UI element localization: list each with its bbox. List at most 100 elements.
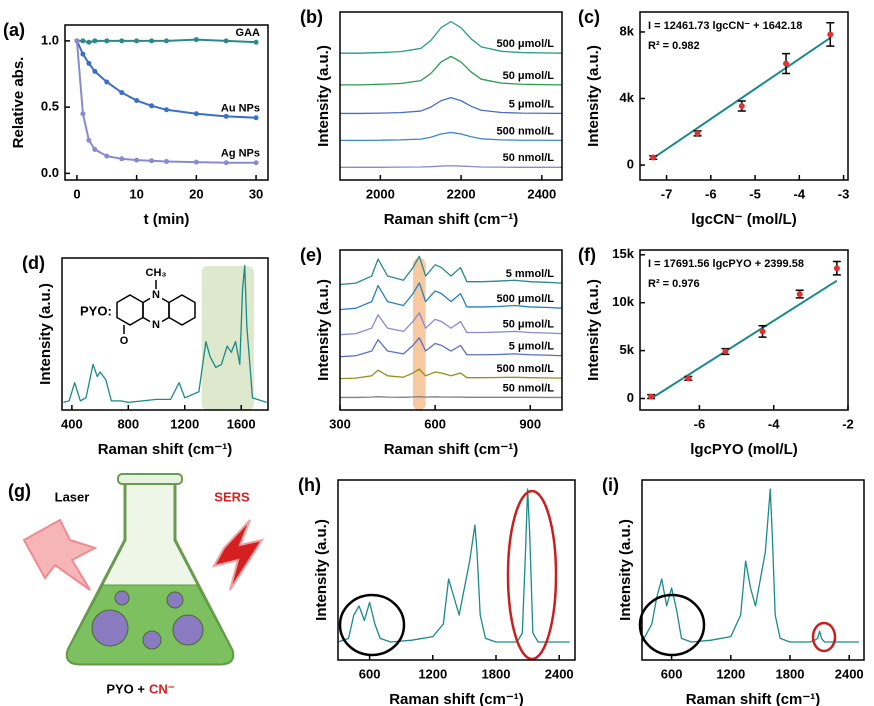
highlight-ring: [506, 489, 558, 661]
data-point: [193, 159, 199, 165]
plot-frame: [337, 479, 576, 661]
data-point: [74, 38, 80, 44]
plot-frame: [61, 257, 269, 411]
spectrum-line: [63, 264, 267, 404]
x-tick-label: -4: [794, 186, 806, 201]
particle: [166, 591, 184, 609]
x-tick-label: 2400: [527, 186, 556, 201]
y-tick-label: 15k: [612, 246, 634, 261]
x-tick-label: 1800: [482, 666, 511, 681]
y-tick-label: 0.0: [41, 165, 59, 180]
equation: I = 17691.56 lgcPYO + 2399.58: [648, 258, 804, 270]
equation: R² = 0.982: [648, 40, 700, 52]
y-tick-label: 5k: [620, 342, 635, 357]
data-point: [86, 137, 92, 143]
data-point: [759, 328, 766, 335]
x-tick-label: 10: [129, 186, 143, 201]
x-tick-label: -3: [838, 186, 850, 201]
data-point: [104, 79, 110, 85]
x-tick-label: -6: [694, 416, 706, 431]
laser-label: Laser: [55, 489, 90, 504]
series-label: 50 μmol/L: [503, 70, 555, 82]
atom-label: O: [120, 335, 129, 347]
x-axis-label: lgcPYO (mol/L): [690, 441, 798, 458]
data-point: [164, 38, 169, 44]
spectrum-line: [340, 396, 562, 399]
spectrum-line: [339, 255, 563, 286]
data-point: [253, 115, 259, 121]
x-tick-label: 2000: [366, 186, 395, 201]
panel-label: (f): [578, 245, 596, 265]
particle: [142, 630, 162, 650]
data-point: [134, 98, 140, 104]
data-point: [833, 265, 840, 272]
data-point: [223, 113, 229, 119]
sers-bolt: [212, 519, 265, 591]
sample-label: PYO +: [106, 681, 145, 696]
y-tick-label: 4k: [620, 90, 635, 105]
x-tick-label: 900: [519, 416, 541, 431]
data-point: [193, 37, 199, 43]
data-point: [193, 111, 199, 117]
highlight-ring: [338, 593, 406, 657]
panel-label: (a): [3, 20, 25, 40]
data-point: [86, 39, 92, 45]
plot-frame: [339, 11, 563, 181]
ring: [116, 294, 144, 326]
data-point: [104, 153, 110, 159]
x-tick-label: 600: [359, 666, 381, 681]
spectrum-line: [340, 165, 562, 168]
sers-label: SERS: [214, 489, 250, 504]
y-axis-label: Intensity (a.u.): [617, 519, 634, 621]
x-tick-label: 30: [249, 186, 263, 201]
analyte-label: CN⁻: [149, 681, 175, 696]
data-point: [164, 158, 169, 164]
x-axis-label: lgcCN⁻ (mol/L): [691, 211, 796, 228]
data-point: [738, 102, 745, 109]
spectrum-line: [339, 312, 563, 336]
y-axis-label: Intensity (a.u.): [315, 279, 332, 381]
data-point: [650, 154, 657, 161]
data-point: [134, 157, 140, 163]
panel-label: (b): [300, 7, 323, 27]
x-axis-label: Raman shift (cm⁻¹): [686, 691, 821, 706]
ring: [168, 294, 196, 326]
data-point: [648, 393, 655, 400]
particle: [172, 614, 204, 646]
panel-label: (d): [22, 253, 45, 273]
series-label: 5 μmol/L: [509, 98, 555, 110]
x-tick-label: 1800: [776, 666, 805, 681]
series-label: 500 nmol/L: [497, 125, 555, 137]
laser-bolt: [22, 518, 98, 591]
x-tick-label: 400: [61, 416, 83, 431]
series-label: 50 nmol/L: [503, 152, 555, 164]
x-tick-label: 1200: [170, 416, 199, 431]
data-point: [694, 130, 701, 137]
x-tick-label: 600: [424, 416, 446, 431]
data-point: [104, 38, 110, 44]
highlight-ring: [638, 593, 706, 657]
y-axis-label: Intensity (a.u.): [313, 519, 330, 621]
y-tick-label: 1.0: [41, 32, 59, 47]
y-tick-label: 8k: [620, 23, 635, 38]
x-axis-label: Raman shift (cm⁻¹): [384, 441, 519, 458]
x-axis-label: Raman shift (cm⁻¹): [98, 441, 233, 458]
atom-label: N: [152, 289, 160, 301]
y-tick-label: 0: [627, 390, 634, 405]
data-point: [92, 38, 98, 44]
x-tick-label: 2200: [447, 186, 476, 201]
panel-label: (i): [602, 475, 619, 495]
data-point: [86, 60, 92, 66]
x-tick-label: 2400: [835, 666, 864, 681]
x-tick-label: -2: [842, 416, 854, 431]
panel-label: (e): [300, 245, 322, 265]
y-axis-label: Intensity (a.u.): [315, 45, 332, 147]
x-tick-label: 800: [117, 416, 139, 431]
spectrum-line: [340, 131, 563, 142]
x-tick-label: 300: [329, 416, 351, 431]
data-point: [119, 156, 125, 162]
x-tick-label: 2400: [545, 666, 574, 681]
equation: R² = 0.976: [648, 278, 700, 290]
fit-line: [650, 279, 838, 400]
plot-frame: [641, 479, 865, 661]
